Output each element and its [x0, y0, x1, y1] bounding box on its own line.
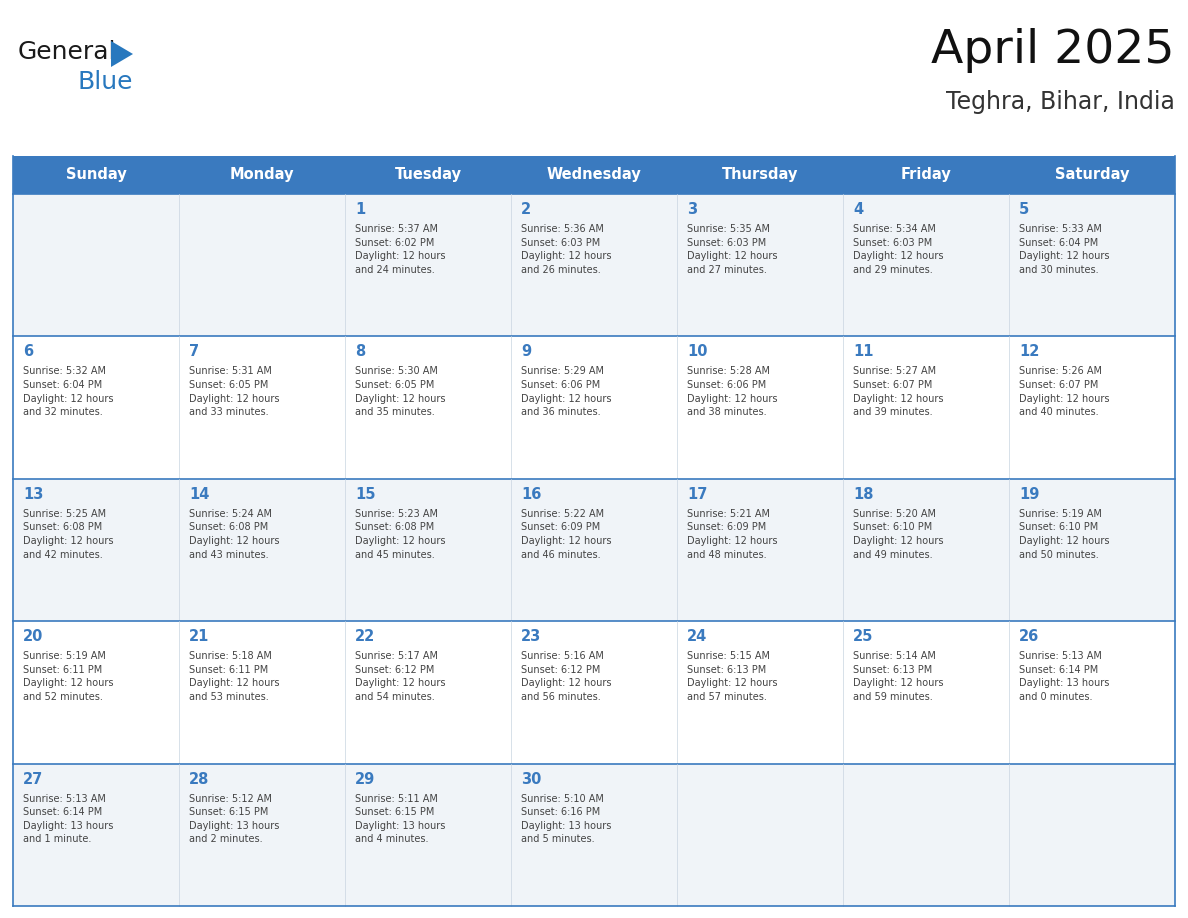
Text: Sunrise: 5:11 AM
Sunset: 6:15 PM
Daylight: 13 hours
and 4 minutes.: Sunrise: 5:11 AM Sunset: 6:15 PM Dayligh…	[355, 793, 446, 845]
Text: 13: 13	[23, 487, 44, 502]
Text: 8: 8	[355, 344, 365, 360]
Text: Friday: Friday	[901, 167, 952, 183]
Text: Sunrise: 5:21 AM
Sunset: 6:09 PM
Daylight: 12 hours
and 48 minutes.: Sunrise: 5:21 AM Sunset: 6:09 PM Dayligh…	[687, 509, 777, 560]
Text: 28: 28	[189, 772, 209, 787]
Bar	[13, 479, 1175, 621]
Text: Wednesday: Wednesday	[546, 167, 642, 183]
Text: 17: 17	[687, 487, 707, 502]
Text: Sunrise: 5:12 AM
Sunset: 6:15 PM
Daylight: 13 hours
and 2 minutes.: Sunrise: 5:12 AM Sunset: 6:15 PM Dayligh…	[189, 793, 279, 845]
Text: 25: 25	[853, 629, 873, 644]
Bar	[13, 156, 1175, 194]
Text: Sunrise: 5:36 AM
Sunset: 6:03 PM
Daylight: 12 hours
and 26 minutes.: Sunrise: 5:36 AM Sunset: 6:03 PM Dayligh…	[522, 224, 612, 274]
Text: 29: 29	[355, 772, 375, 787]
Text: Sunrise: 5:13 AM
Sunset: 6:14 PM
Daylight: 13 hours
and 1 minute.: Sunrise: 5:13 AM Sunset: 6:14 PM Dayligh…	[23, 793, 113, 845]
Text: Sunrise: 5:14 AM
Sunset: 6:13 PM
Daylight: 12 hours
and 59 minutes.: Sunrise: 5:14 AM Sunset: 6:13 PM Dayligh…	[853, 651, 943, 702]
Text: General: General	[18, 40, 116, 64]
Text: 21: 21	[189, 629, 209, 644]
Text: 3: 3	[687, 202, 697, 217]
Text: Sunday: Sunday	[65, 167, 126, 183]
Text: 30: 30	[522, 772, 542, 787]
Text: 12: 12	[1019, 344, 1040, 360]
Text: Thursday: Thursday	[722, 167, 798, 183]
Text: 10: 10	[687, 344, 708, 360]
Text: 24: 24	[687, 629, 707, 644]
Text: Sunrise: 5:18 AM
Sunset: 6:11 PM
Daylight: 12 hours
and 53 minutes.: Sunrise: 5:18 AM Sunset: 6:11 PM Dayligh…	[189, 651, 279, 702]
Text: Monday: Monday	[229, 167, 295, 183]
Text: Sunrise: 5:23 AM
Sunset: 6:08 PM
Daylight: 12 hours
and 45 minutes.: Sunrise: 5:23 AM Sunset: 6:08 PM Dayligh…	[355, 509, 446, 560]
Text: Sunrise: 5:17 AM
Sunset: 6:12 PM
Daylight: 12 hours
and 54 minutes.: Sunrise: 5:17 AM Sunset: 6:12 PM Dayligh…	[355, 651, 446, 702]
Text: Sunrise: 5:33 AM
Sunset: 6:04 PM
Daylight: 12 hours
and 30 minutes.: Sunrise: 5:33 AM Sunset: 6:04 PM Dayligh…	[1019, 224, 1110, 274]
Text: Sunrise: 5:19 AM
Sunset: 6:10 PM
Daylight: 12 hours
and 50 minutes.: Sunrise: 5:19 AM Sunset: 6:10 PM Dayligh…	[1019, 509, 1110, 560]
Text: 16: 16	[522, 487, 542, 502]
Text: Sunrise: 5:10 AM
Sunset: 6:16 PM
Daylight: 13 hours
and 5 minutes.: Sunrise: 5:10 AM Sunset: 6:16 PM Dayligh…	[522, 793, 612, 845]
Text: 1: 1	[355, 202, 365, 217]
Text: 6: 6	[23, 344, 33, 360]
Text: Tuesday: Tuesday	[394, 167, 461, 183]
Text: Sunrise: 5:27 AM
Sunset: 6:07 PM
Daylight: 12 hours
and 39 minutes.: Sunrise: 5:27 AM Sunset: 6:07 PM Dayligh…	[853, 366, 943, 417]
Polygon shape	[110, 41, 133, 67]
Text: Sunrise: 5:15 AM
Sunset: 6:13 PM
Daylight: 12 hours
and 57 minutes.: Sunrise: 5:15 AM Sunset: 6:13 PM Dayligh…	[687, 651, 777, 702]
Text: April 2025: April 2025	[931, 28, 1175, 73]
Text: 20: 20	[23, 629, 44, 644]
Bar	[13, 764, 1175, 906]
Text: Sunrise: 5:16 AM
Sunset: 6:12 PM
Daylight: 12 hours
and 56 minutes.: Sunrise: 5:16 AM Sunset: 6:12 PM Dayligh…	[522, 651, 612, 702]
Text: 26: 26	[1019, 629, 1040, 644]
Text: Sunrise: 5:35 AM
Sunset: 6:03 PM
Daylight: 12 hours
and 27 minutes.: Sunrise: 5:35 AM Sunset: 6:03 PM Dayligh…	[687, 224, 777, 274]
Text: Sunrise: 5:31 AM
Sunset: 6:05 PM
Daylight: 12 hours
and 33 minutes.: Sunrise: 5:31 AM Sunset: 6:05 PM Dayligh…	[189, 366, 279, 417]
Text: 22: 22	[355, 629, 375, 644]
Text: 2: 2	[522, 202, 531, 217]
Text: Sunrise: 5:24 AM
Sunset: 6:08 PM
Daylight: 12 hours
and 43 minutes.: Sunrise: 5:24 AM Sunset: 6:08 PM Dayligh…	[189, 509, 279, 560]
Text: Sunrise: 5:29 AM
Sunset: 6:06 PM
Daylight: 12 hours
and 36 minutes.: Sunrise: 5:29 AM Sunset: 6:06 PM Dayligh…	[522, 366, 612, 417]
Text: Saturday: Saturday	[1055, 167, 1130, 183]
Text: Sunrise: 5:34 AM
Sunset: 6:03 PM
Daylight: 12 hours
and 29 minutes.: Sunrise: 5:34 AM Sunset: 6:03 PM Dayligh…	[853, 224, 943, 274]
Text: Sunrise: 5:19 AM
Sunset: 6:11 PM
Daylight: 12 hours
and 52 minutes.: Sunrise: 5:19 AM Sunset: 6:11 PM Dayligh…	[23, 651, 114, 702]
Text: 7: 7	[189, 344, 200, 360]
Text: 15: 15	[355, 487, 375, 502]
Text: 23: 23	[522, 629, 542, 644]
Text: Sunrise: 5:37 AM
Sunset: 6:02 PM
Daylight: 12 hours
and 24 minutes.: Sunrise: 5:37 AM Sunset: 6:02 PM Dayligh…	[355, 224, 446, 274]
Text: 9: 9	[522, 344, 531, 360]
Text: 4: 4	[853, 202, 864, 217]
Text: 18: 18	[853, 487, 873, 502]
Bar	[13, 194, 1175, 336]
Text: 14: 14	[189, 487, 209, 502]
Text: 11: 11	[853, 344, 873, 360]
Bar	[13, 621, 1175, 764]
Text: Sunrise: 5:28 AM
Sunset: 6:06 PM
Daylight: 12 hours
and 38 minutes.: Sunrise: 5:28 AM Sunset: 6:06 PM Dayligh…	[687, 366, 777, 417]
Text: Sunrise: 5:13 AM
Sunset: 6:14 PM
Daylight: 13 hours
and 0 minutes.: Sunrise: 5:13 AM Sunset: 6:14 PM Dayligh…	[1019, 651, 1110, 702]
Text: 19: 19	[1019, 487, 1040, 502]
Text: Sunrise: 5:26 AM
Sunset: 6:07 PM
Daylight: 12 hours
and 40 minutes.: Sunrise: 5:26 AM Sunset: 6:07 PM Dayligh…	[1019, 366, 1110, 417]
Text: 5: 5	[1019, 202, 1029, 217]
Text: Sunrise: 5:20 AM
Sunset: 6:10 PM
Daylight: 12 hours
and 49 minutes.: Sunrise: 5:20 AM Sunset: 6:10 PM Dayligh…	[853, 509, 943, 560]
Text: 27: 27	[23, 772, 43, 787]
Bar	[13, 336, 1175, 479]
Text: Blue: Blue	[78, 70, 133, 94]
Text: Sunrise: 5:22 AM
Sunset: 6:09 PM
Daylight: 12 hours
and 46 minutes.: Sunrise: 5:22 AM Sunset: 6:09 PM Dayligh…	[522, 509, 612, 560]
Text: Sunrise: 5:30 AM
Sunset: 6:05 PM
Daylight: 12 hours
and 35 minutes.: Sunrise: 5:30 AM Sunset: 6:05 PM Dayligh…	[355, 366, 446, 417]
Text: Sunrise: 5:25 AM
Sunset: 6:08 PM
Daylight: 12 hours
and 42 minutes.: Sunrise: 5:25 AM Sunset: 6:08 PM Dayligh…	[23, 509, 114, 560]
Text: Teghra, Bihar, India: Teghra, Bihar, India	[946, 90, 1175, 114]
Text: Sunrise: 5:32 AM
Sunset: 6:04 PM
Daylight: 12 hours
and 32 minutes.: Sunrise: 5:32 AM Sunset: 6:04 PM Dayligh…	[23, 366, 114, 417]
